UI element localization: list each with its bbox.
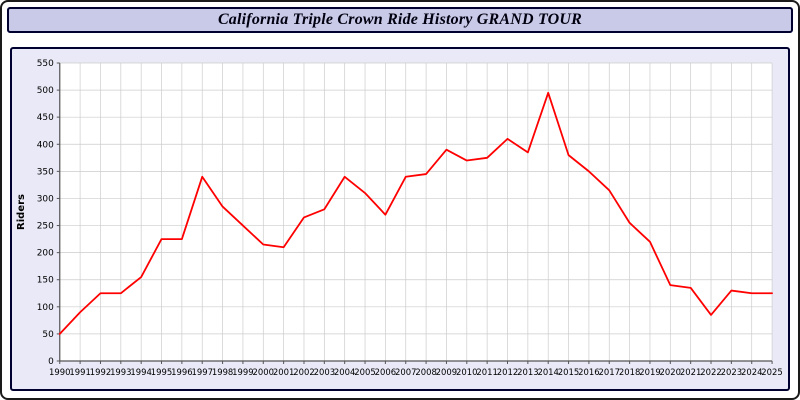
svg-text:1992: 1992: [90, 367, 112, 377]
svg-text:2004: 2004: [334, 367, 356, 377]
svg-text:2024: 2024: [741, 367, 763, 377]
svg-text:0: 0: [48, 357, 54, 367]
svg-text:550: 550: [37, 59, 54, 69]
svg-text:2009: 2009: [436, 367, 458, 377]
svg-text:2007: 2007: [395, 367, 417, 377]
svg-text:Riders: Riders: [16, 194, 27, 230]
svg-text:2020: 2020: [660, 367, 682, 377]
svg-text:1996: 1996: [171, 367, 193, 377]
svg-text:2003: 2003: [314, 367, 336, 377]
svg-text:1993: 1993: [110, 367, 132, 377]
svg-text:2008: 2008: [415, 367, 437, 377]
svg-text:2021: 2021: [680, 367, 702, 377]
svg-text:1998: 1998: [212, 367, 234, 377]
svg-text:1991: 1991: [69, 367, 91, 377]
chart-title: California Triple Crown Ride History GRA…: [217, 11, 583, 28]
svg-text:500: 500: [37, 86, 54, 96]
svg-text:2019: 2019: [639, 367, 661, 377]
svg-text:2018: 2018: [619, 367, 641, 377]
svg-text:2015: 2015: [558, 367, 580, 377]
svg-text:400: 400: [37, 140, 54, 150]
svg-text:1995: 1995: [151, 367, 173, 377]
svg-text:450: 450: [37, 113, 54, 123]
svg-text:2010: 2010: [456, 367, 478, 377]
chart-title-bar: California Triple Crown Ride History GRA…: [7, 7, 793, 33]
svg-text:2017: 2017: [599, 367, 621, 377]
riders-line-chart: 0501001502002503003504004505005501990199…: [16, 59, 783, 377]
svg-text:150: 150: [37, 276, 54, 286]
svg-text:1999: 1999: [232, 367, 254, 377]
svg-text:2006: 2006: [375, 367, 397, 377]
svg-text:2025: 2025: [761, 367, 783, 377]
chart-panel: 0 50 100 150 200 250 300 350 400 450 500 550 1990 199…: [10, 47, 790, 391]
svg-text:2022: 2022: [700, 367, 722, 377]
svg-text:2000: 2000: [253, 367, 275, 377]
svg-text:200: 200: [37, 249, 54, 259]
svg-text:2023: 2023: [721, 367, 743, 377]
svg-text:2011: 2011: [476, 367, 498, 377]
svg-text:300: 300: [37, 194, 54, 204]
svg-text:350: 350: [37, 167, 54, 177]
svg-text:250: 250: [37, 222, 54, 232]
svg-text:2002: 2002: [293, 367, 315, 377]
svg-text:1990: 1990: [49, 367, 71, 377]
svg-text:2014: 2014: [537, 367, 559, 377]
svg-text:2005: 2005: [354, 367, 376, 377]
svg-text:1994: 1994: [130, 367, 152, 377]
svg-text:1997: 1997: [191, 367, 213, 377]
svg-text:100: 100: [37, 303, 54, 313]
svg-text:2016: 2016: [578, 367, 600, 377]
svg-text:2013: 2013: [517, 367, 539, 377]
svg-text:50: 50: [42, 330, 54, 340]
svg-text:2001: 2001: [273, 367, 295, 377]
svg-text:2012: 2012: [497, 367, 519, 377]
